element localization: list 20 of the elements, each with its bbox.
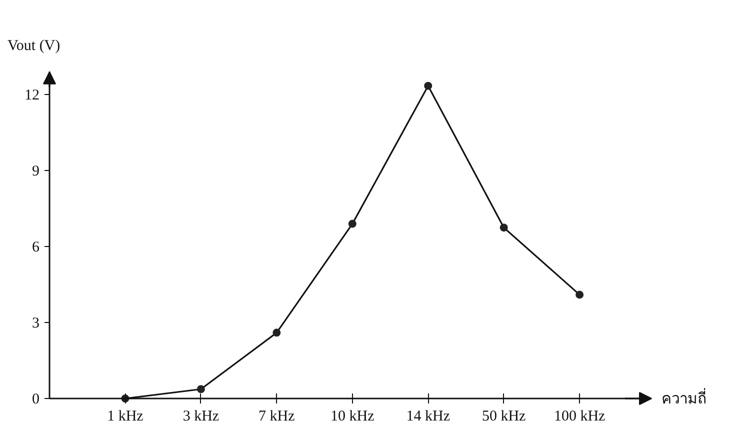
y-tick-label: 6 — [32, 240, 40, 256]
x-tick-label: 7 kHz — [258, 408, 296, 424]
x-tick-label: 100 kHz — [554, 408, 606, 424]
y-tick-label: 0 — [32, 392, 40, 408]
point — [348, 220, 356, 228]
point — [424, 82, 432, 90]
x-tick-label: 50 kHz — [482, 408, 526, 424]
x-tick-label: 1 kHz — [107, 408, 144, 424]
x-tick-label: 3 kHz — [182, 408, 220, 424]
point — [196, 385, 205, 394]
y-tick-label: 3 — [32, 316, 40, 332]
point — [500, 224, 508, 232]
y-tick-label: 12 — [24, 88, 40, 104]
y-tick-label: 9 — [32, 164, 40, 180]
x-axis-title: ความถี่ — [662, 388, 706, 408]
x-tick-label: 10 kHz — [330, 408, 375, 424]
point — [272, 328, 281, 337]
y-axis-title: Vout (V) — [8, 38, 60, 54]
point — [576, 290, 584, 299]
x-tick-label: 14 kHz — [406, 408, 450, 424]
